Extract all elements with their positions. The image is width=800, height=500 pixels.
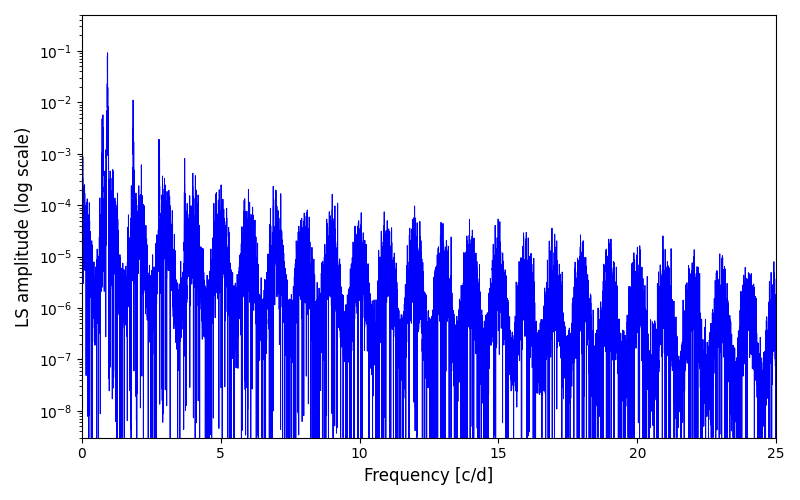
Y-axis label: LS amplitude (log scale): LS amplitude (log scale): [15, 126, 33, 326]
X-axis label: Frequency [c/d]: Frequency [c/d]: [364, 467, 494, 485]
